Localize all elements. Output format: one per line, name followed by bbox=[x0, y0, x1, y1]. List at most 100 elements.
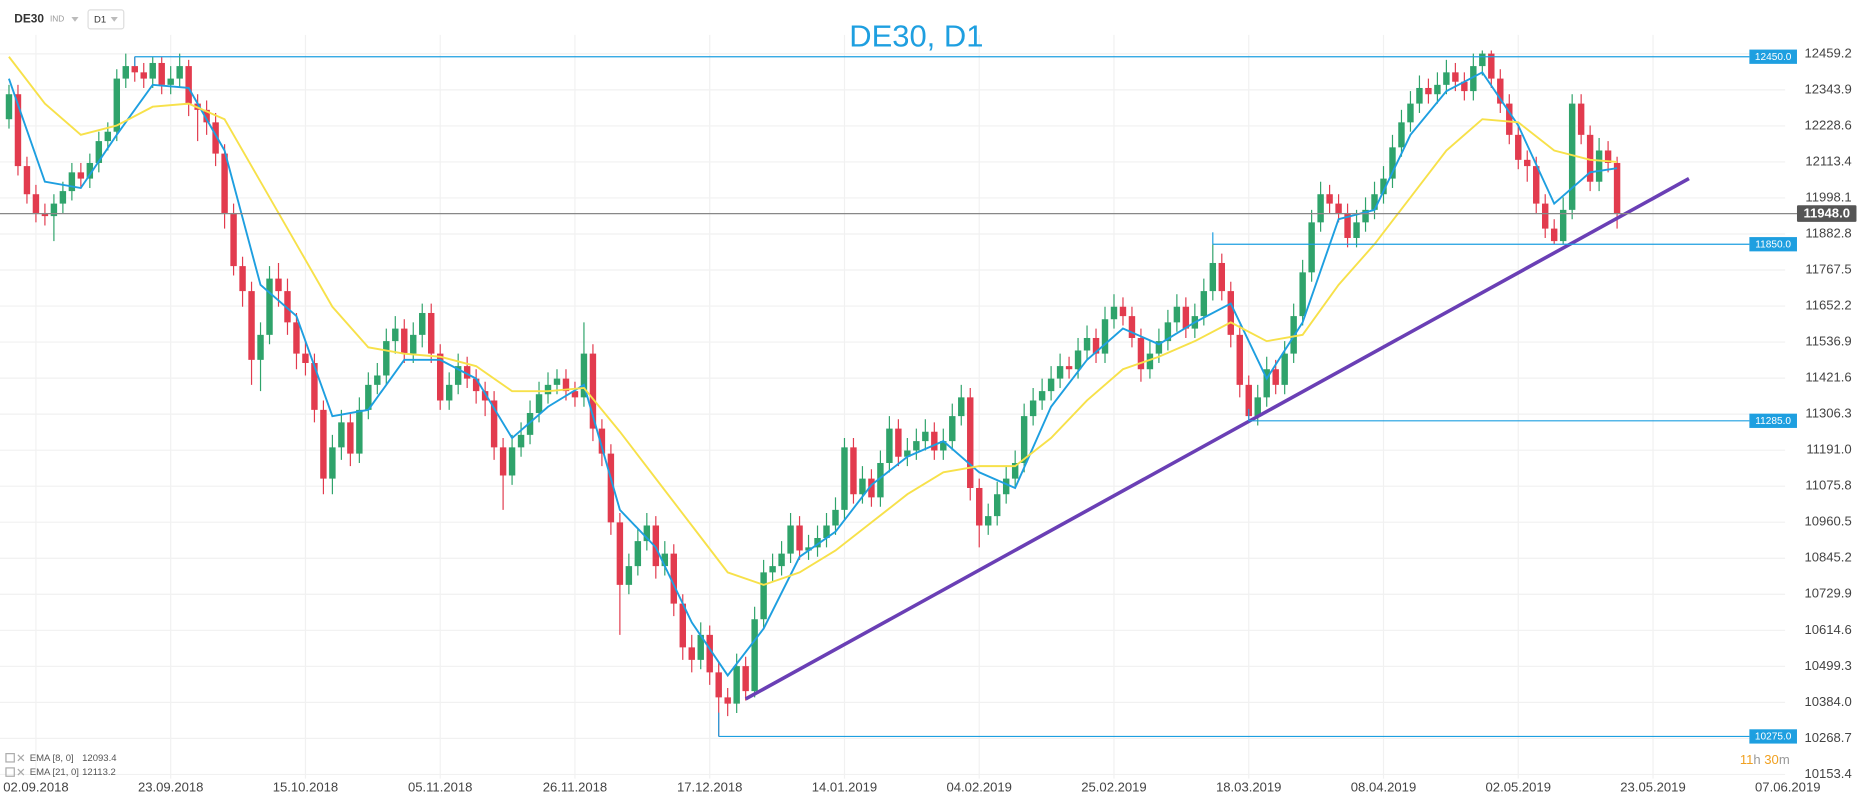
candle-body bbox=[104, 131, 112, 142]
candle-body bbox=[1110, 306, 1118, 320]
candle-body bbox=[481, 391, 489, 401]
candle-body bbox=[1227, 291, 1234, 335]
symbol: DE30 bbox=[14, 12, 44, 26]
candle-body bbox=[508, 447, 516, 476]
y-tick-label: 12228.6 bbox=[1804, 117, 1851, 132]
countdown: 11h 30m bbox=[1740, 752, 1790, 767]
plot bbox=[5, 50, 1621, 737]
candle-body bbox=[5, 94, 13, 120]
y-tick-label: 10729.9 bbox=[1804, 586, 1851, 601]
candle-body bbox=[688, 647, 695, 660]
candle-body bbox=[985, 516, 992, 526]
candle-body bbox=[1299, 272, 1306, 317]
candle-body bbox=[1245, 384, 1252, 417]
candle-body bbox=[778, 553, 785, 567]
y-tick-label: 10845.2 bbox=[1804, 550, 1851, 565]
candle-body bbox=[886, 428, 893, 463]
candle-body bbox=[68, 172, 76, 192]
candle-body bbox=[1398, 122, 1405, 148]
candle-body bbox=[715, 672, 722, 698]
candle-body bbox=[598, 428, 606, 454]
candle-body bbox=[1083, 337, 1091, 351]
candle-body bbox=[1524, 159, 1531, 167]
candle-body bbox=[419, 312, 426, 335]
candle-body bbox=[625, 566, 633, 585]
candle-body bbox=[167, 78, 174, 85]
candle-body bbox=[1326, 194, 1333, 204]
candle-body bbox=[1137, 337, 1145, 370]
candle-body bbox=[949, 416, 956, 442]
candle-body bbox=[86, 162, 94, 179]
timeframe: D1 bbox=[94, 14, 106, 25]
x-tick-label: 02.09.2018 bbox=[3, 780, 68, 795]
candle-body bbox=[634, 541, 642, 567]
candle-body bbox=[1389, 147, 1396, 179]
candle-body bbox=[1362, 209, 1369, 223]
countdown-part: m bbox=[1779, 752, 1790, 767]
candle-body bbox=[607, 453, 615, 523]
y-tick-label: 11075.8 bbox=[1805, 478, 1851, 493]
candle-body bbox=[338, 422, 345, 448]
candle-body bbox=[1559, 209, 1567, 242]
y-tick-label: 10499.3 bbox=[1804, 658, 1851, 673]
legend-icon bbox=[5, 767, 15, 777]
y-tick-label: 11767.5 bbox=[1805, 261, 1851, 276]
candle-body bbox=[760, 572, 767, 620]
candle-body bbox=[544, 384, 552, 395]
candle-body bbox=[239, 266, 246, 292]
candle-body bbox=[517, 434, 525, 448]
candle-body bbox=[1434, 84, 1441, 95]
candle-body bbox=[329, 447, 336, 479]
candle-body bbox=[410, 334, 417, 354]
candle-body bbox=[248, 291, 255, 360]
candle-body bbox=[1380, 178, 1387, 195]
candle-body bbox=[472, 378, 480, 392]
candle-body bbox=[913, 441, 920, 451]
candle-body bbox=[993, 494, 1001, 517]
y-tick-label: 10153.4 bbox=[1804, 766, 1851, 781]
y-tick-label: 10268.7 bbox=[1804, 730, 1851, 745]
legend-name: EMA [21, 0] bbox=[30, 767, 79, 778]
candle-body bbox=[401, 328, 408, 354]
candle-body bbox=[1515, 134, 1522, 160]
candle-body bbox=[1533, 166, 1540, 204]
candle-body bbox=[77, 172, 85, 179]
x-tick-label: 08.04.2019 bbox=[1351, 780, 1416, 795]
candle-body bbox=[1353, 222, 1360, 238]
candle-body bbox=[1101, 319, 1109, 354]
candle-body bbox=[967, 397, 974, 488]
legend-icon bbox=[5, 753, 15, 763]
timeframe-box[interactable] bbox=[87, 9, 125, 30]
level-label: 12450.0 bbox=[1755, 52, 1792, 63]
candle-body bbox=[212, 122, 219, 154]
x-tick-label: 25.02.2019 bbox=[1081, 780, 1146, 795]
candle-body bbox=[176, 66, 183, 79]
candle-body bbox=[1586, 134, 1594, 182]
candle-body bbox=[814, 537, 821, 548]
legend-value: 12113.2 bbox=[82, 767, 116, 778]
candle-body bbox=[616, 522, 624, 585]
y-tick-label: 12459.2 bbox=[1804, 45, 1851, 60]
y-tick-label: 11998.1 bbox=[1805, 189, 1851, 204]
dropdown-arrow[interactable] bbox=[110, 16, 118, 22]
candle-body bbox=[1595, 150, 1603, 182]
candle-body bbox=[1173, 306, 1181, 323]
x-tick-label: 02.05.2019 bbox=[1486, 780, 1551, 795]
dropdown-arrow[interactable] bbox=[71, 16, 79, 22]
candle-body bbox=[1209, 262, 1217, 292]
candle-body bbox=[769, 566, 776, 573]
legend-value: 12093.4 bbox=[82, 753, 117, 764]
candle-body bbox=[1479, 53, 1486, 67]
candle-body bbox=[140, 72, 147, 79]
candle-body bbox=[1218, 262, 1226, 292]
countdown-part: 30 bbox=[1764, 752, 1779, 767]
y-tick-label: 12113.4 bbox=[1805, 153, 1851, 168]
candle-body bbox=[311, 362, 318, 410]
y-tick-label: 10614.6 bbox=[1804, 622, 1851, 637]
candle-body bbox=[733, 666, 740, 704]
x-tick-label: 26.11.2018 bbox=[543, 780, 607, 795]
candle-body bbox=[185, 66, 192, 104]
candle-body bbox=[841, 447, 848, 510]
candle-body bbox=[284, 291, 291, 323]
